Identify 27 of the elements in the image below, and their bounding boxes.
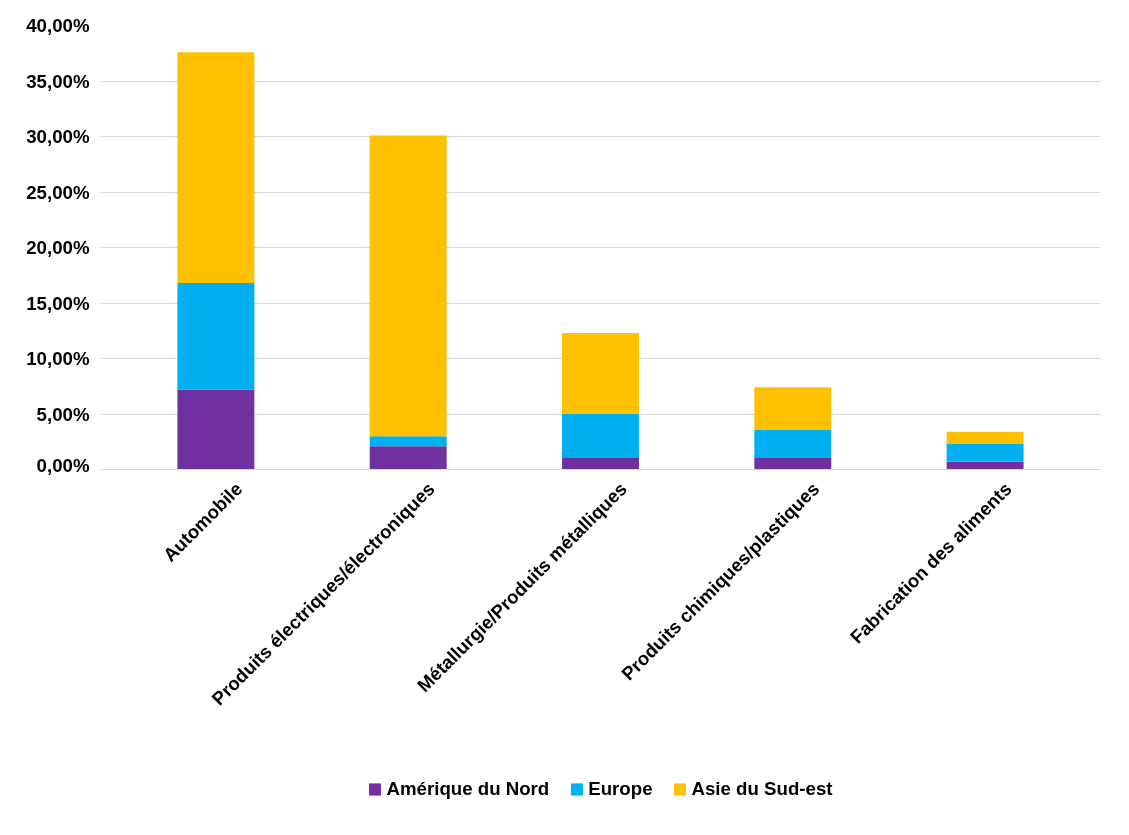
bar <box>754 429 832 458</box>
bar <box>946 443 1024 462</box>
bar <box>754 457 832 470</box>
bar <box>562 414 639 458</box>
y-tick-label: 10,00% <box>26 348 90 369</box>
y-tick-label: 40,00% <box>26 15 90 36</box>
bar <box>369 135 447 437</box>
y-tick-label: 0,00% <box>36 454 90 476</box>
bar <box>177 283 255 390</box>
bar <box>369 446 447 470</box>
bar <box>177 52 255 284</box>
y-tick-label: 25,00% <box>26 181 90 203</box>
bar <box>946 431 1024 444</box>
bar <box>754 387 832 430</box>
y-tick-label: 15,00% <box>26 292 90 314</box>
legend-label: Asie du Sud-est <box>691 778 833 800</box>
bar <box>946 461 1024 470</box>
bar <box>562 332 639 414</box>
y-tick-label: 35,00% <box>26 70 90 92</box>
y-tick-label: 20,00% <box>26 237 90 258</box>
legend-label: Europe <box>588 778 653 800</box>
bar <box>369 436 447 447</box>
bar <box>562 457 639 470</box>
bar <box>177 389 255 470</box>
y-tick-label: 5,00% <box>36 403 90 425</box>
legend-label: Amérique du Nord <box>386 778 550 800</box>
y-tick-label: 30,00% <box>26 126 90 147</box>
